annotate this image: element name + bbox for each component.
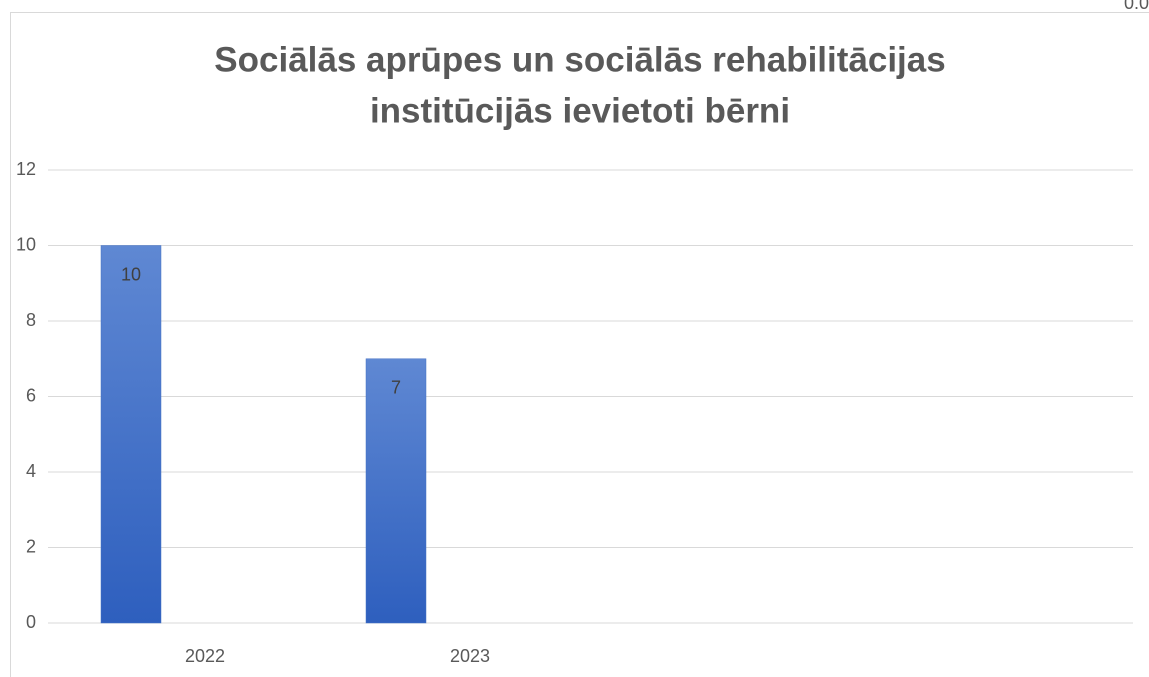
x-tick-label: 2023 [450,646,490,666]
chart-title: institūcijās ievietoti bērni [370,91,790,130]
bar [365,358,427,624]
bar [100,245,162,624]
data-label: 7 [391,378,401,398]
x-tick-label: 2022 [185,646,225,666]
y-tick-label: 4 [26,461,36,481]
chart-frame [10,12,1149,677]
data-label: 10 [121,264,141,284]
chart-title: Sociālās aprūpes un sociālās rehabilitāc… [214,40,945,79]
y-tick-label: 0 [26,612,36,632]
y-tick-label: 10 [16,234,36,254]
y-tick-label: 12 [16,159,36,179]
y-tick-label: 2 [26,536,36,556]
corner-label: 0.0 [1124,0,1149,13]
y-tick-label: 8 [26,310,36,330]
y-tick-label: 6 [26,385,36,405]
